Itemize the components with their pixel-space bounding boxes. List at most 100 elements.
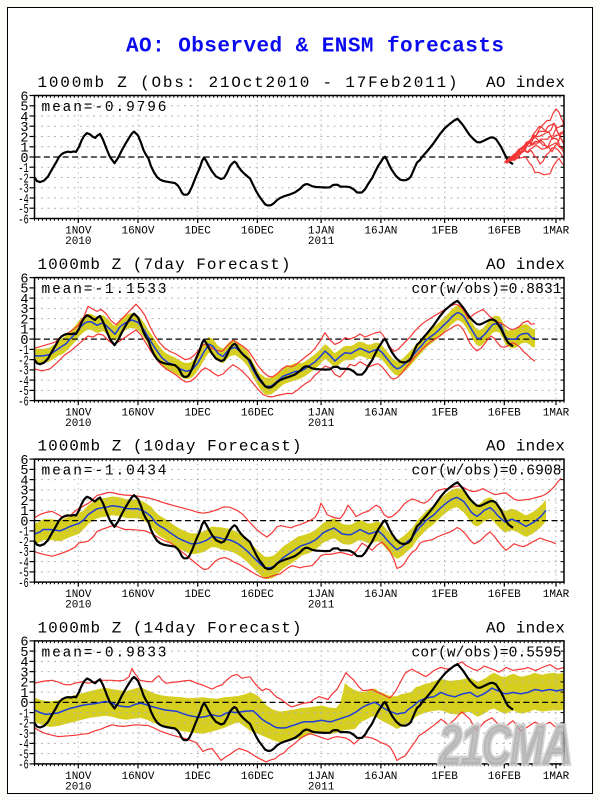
svg-text:16NOV: 16NOV: [121, 771, 154, 783]
svg-text:1NOV: 1NOV: [65, 408, 92, 420]
svg-text:5: 5: [20, 101, 28, 116]
svg-text:-6: -6: [18, 577, 29, 592]
svg-text:6: 6: [20, 90, 28, 105]
svg-text:16DEC: 16DEC: [241, 589, 274, 601]
svg-text:1JAN: 1JAN: [308, 408, 334, 420]
svg-text:1DEC: 1DEC: [184, 771, 211, 783]
svg-text:mean=-0.9796: mean=-0.9796: [42, 100, 167, 116]
svg-text:2: 2: [20, 131, 28, 146]
svg-text:4: 4: [20, 293, 28, 308]
svg-text:2: 2: [20, 677, 28, 692]
svg-text:1FEB: 1FEB: [431, 226, 458, 238]
svg-text:-1: -1: [18, 344, 29, 359]
svg-text:-5: -5: [18, 385, 29, 400]
svg-text:1NOV: 1NOV: [65, 771, 92, 783]
svg-text:cor(w/obs)=0.8831: cor(w/obs)=0.8831: [412, 282, 562, 298]
svg-text:16FEB: 16FEB: [488, 408, 521, 420]
svg-text:1NOV: 1NOV: [65, 589, 92, 601]
svg-text:2: 2: [20, 495, 28, 510]
svg-text:-1: -1: [18, 526, 29, 541]
svg-text:16JAN: 16JAN: [364, 589, 397, 601]
svg-text:mean=-0.9833: mean=-0.9833: [42, 645, 167, 661]
svg-text:-2: -2: [18, 718, 29, 733]
svg-text:1: 1: [20, 687, 28, 702]
svg-text:1: 1: [20, 324, 28, 339]
svg-text:16DEC: 16DEC: [241, 226, 274, 238]
svg-text:1FEB: 1FEB: [431, 589, 458, 601]
svg-text:16NOV: 16NOV: [121, 589, 154, 601]
svg-text:5: 5: [20, 283, 28, 298]
svg-text:-4: -4: [18, 193, 29, 208]
svg-text:2010: 2010: [65, 418, 91, 430]
svg-text:2010: 2010: [65, 781, 91, 793]
svg-text:6: 6: [20, 272, 28, 287]
svg-text:21CMA: 21CMA: [438, 713, 571, 776]
svg-text:1: 1: [20, 142, 28, 157]
svg-text:1FEB: 1FEB: [431, 408, 458, 420]
svg-text:cor(w/obs)=0.5595: cor(w/obs)=0.5595: [412, 645, 562, 661]
svg-text:-5: -5: [18, 567, 29, 582]
svg-text:4: 4: [20, 656, 28, 671]
svg-text:AO index: AO index: [486, 74, 565, 92]
svg-text:1MAR: 1MAR: [543, 771, 570, 783]
svg-text:5: 5: [20, 646, 28, 661]
svg-text:6: 6: [20, 636, 28, 651]
svg-text:1000mb Z (Obs: 21Oct2010 - 17F: 1000mb Z (Obs: 21Oct2010 - 17Feb2011): [38, 74, 458, 92]
svg-text:16FEB: 16FEB: [488, 771, 521, 783]
svg-text:-6: -6: [18, 395, 29, 410]
svg-text:16FEB: 16FEB: [488, 226, 521, 238]
svg-text:2011: 2011: [308, 418, 335, 430]
svg-text:16NOV: 16NOV: [121, 408, 154, 420]
svg-text:-3: -3: [18, 365, 29, 380]
svg-text:2010: 2010: [65, 600, 91, 612]
svg-text:-3: -3: [18, 728, 29, 743]
svg-text:1MAR: 1MAR: [543, 589, 570, 601]
svg-text:3: 3: [20, 303, 28, 318]
svg-text:1DEC: 1DEC: [184, 226, 211, 238]
svg-text:4: 4: [20, 111, 28, 126]
svg-text:AO index: AO index: [486, 256, 565, 274]
svg-text:16JAN: 16JAN: [364, 226, 397, 238]
svg-text:1000mb Z (7day Forecast): 1000mb Z (7day Forecast): [38, 256, 291, 274]
svg-text:5: 5: [20, 464, 28, 479]
svg-text:-3: -3: [18, 546, 29, 561]
svg-text:-5: -5: [18, 203, 29, 218]
svg-text:mean=-1.1533: mean=-1.1533: [42, 282, 167, 298]
svg-text:6: 6: [20, 454, 28, 469]
svg-text:2: 2: [20, 313, 28, 328]
svg-text:-2: -2: [18, 536, 29, 551]
svg-text:1JAN: 1JAN: [308, 226, 334, 238]
svg-text:4: 4: [20, 474, 28, 489]
svg-text:2011: 2011: [308, 781, 335, 793]
svg-text:-3: -3: [18, 183, 29, 198]
svg-text:1FEB: 1FEB: [431, 771, 458, 783]
svg-text:0: 0: [20, 697, 28, 712]
svg-text:mean=-1.0434: mean=-1.0434: [42, 464, 167, 480]
svg-text:3: 3: [20, 666, 28, 681]
svg-text:0: 0: [20, 334, 28, 349]
svg-text:0: 0: [20, 515, 28, 530]
svg-text:1: 1: [20, 505, 28, 520]
svg-text:1000mb Z (14day Forecast): 1000mb Z (14day Forecast): [38, 619, 302, 637]
svg-text:0: 0: [20, 152, 28, 167]
svg-text:16DEC: 16DEC: [241, 771, 274, 783]
svg-text:-4: -4: [18, 556, 29, 571]
svg-text:-2: -2: [18, 354, 29, 369]
svg-text:3: 3: [20, 485, 28, 500]
svg-text:16JAN: 16JAN: [364, 771, 397, 783]
svg-text:-5: -5: [18, 748, 29, 763]
svg-text:3: 3: [20, 121, 28, 136]
svg-text:16FEB: 16FEB: [488, 589, 521, 601]
svg-text:AO index: AO index: [486, 438, 565, 456]
svg-text:16JAN: 16JAN: [364, 408, 397, 420]
svg-text:-4: -4: [18, 738, 29, 753]
svg-text:2011: 2011: [308, 236, 335, 248]
svg-text:2010: 2010: [65, 236, 91, 248]
svg-text:-2: -2: [18, 172, 29, 187]
svg-text:cor(w/obs)=0.6908: cor(w/obs)=0.6908: [412, 464, 562, 480]
svg-text:16DEC: 16DEC: [241, 408, 274, 420]
svg-text:1DEC: 1DEC: [184, 589, 211, 601]
svg-text:2011: 2011: [308, 600, 335, 612]
svg-text:1NOV: 1NOV: [65, 226, 92, 238]
svg-text:1000mb Z (10day Forecast): 1000mb Z (10day Forecast): [38, 438, 302, 456]
